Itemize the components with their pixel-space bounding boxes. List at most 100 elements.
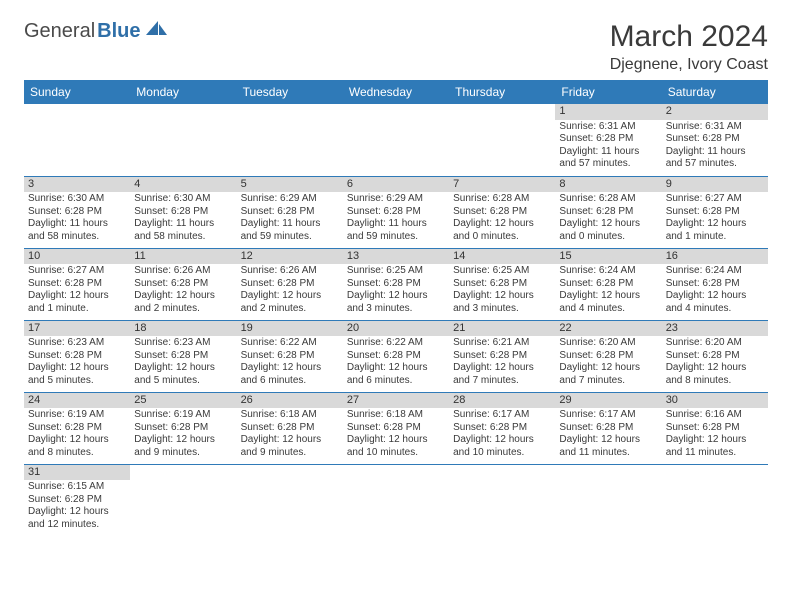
day-number: 17 xyxy=(24,321,130,337)
weekday-header: Thursday xyxy=(449,80,555,104)
day-daylight: Daylight: 11 hours and 59 minutes. xyxy=(347,218,445,243)
calendar-day-cell: 3Sunrise: 6:30 AMSunset: 6:28 PMDaylight… xyxy=(24,176,130,248)
day-sunrise: Sunrise: 6:15 AM xyxy=(28,481,126,494)
calendar-day-cell: 1Sunrise: 6:31 AMSunset: 6:28 PMDaylight… xyxy=(555,104,661,176)
day-sunrise: Sunrise: 6:21 AM xyxy=(453,337,551,350)
day-sunset: Sunset: 6:28 PM xyxy=(559,422,657,435)
day-number xyxy=(449,104,555,120)
day-daylight: Daylight: 12 hours and 10 minutes. xyxy=(453,434,551,459)
day-sunset: Sunset: 6:28 PM xyxy=(347,206,445,219)
brand-part1: General xyxy=(24,20,95,43)
day-daylight: Daylight: 12 hours and 7 minutes. xyxy=(453,362,551,387)
day-number: 2 xyxy=(662,104,768,120)
day-content xyxy=(237,480,343,484)
calendar-day-cell: 19Sunrise: 6:22 AMSunset: 6:28 PMDayligh… xyxy=(237,320,343,392)
calendar-day-cell: 13Sunrise: 6:25 AMSunset: 6:28 PMDayligh… xyxy=(343,248,449,320)
day-sunset: Sunset: 6:28 PM xyxy=(134,278,232,291)
day-sunrise: Sunrise: 6:29 AM xyxy=(347,193,445,206)
day-sunset: Sunset: 6:28 PM xyxy=(347,278,445,291)
day-sunset: Sunset: 6:28 PM xyxy=(559,206,657,219)
calendar-page: GeneralBlue March 2024 Djegnene, Ivory C… xyxy=(0,0,792,556)
day-sunrise: Sunrise: 6:19 AM xyxy=(28,409,126,422)
day-daylight: Daylight: 12 hours and 0 minutes. xyxy=(453,218,551,243)
day-sunset: Sunset: 6:28 PM xyxy=(666,206,764,219)
day-content: Sunrise: 6:28 AMSunset: 6:28 PMDaylight:… xyxy=(449,192,555,246)
calendar-day-cell: 8Sunrise: 6:28 AMSunset: 6:28 PMDaylight… xyxy=(555,176,661,248)
day-sunrise: Sunrise: 6:18 AM xyxy=(241,409,339,422)
day-number xyxy=(449,465,555,481)
day-number: 24 xyxy=(24,393,130,409)
day-number: 20 xyxy=(343,321,449,337)
day-content xyxy=(449,480,555,484)
day-number: 8 xyxy=(555,177,661,193)
day-content: Sunrise: 6:21 AMSunset: 6:28 PMDaylight:… xyxy=(449,336,555,390)
day-daylight: Daylight: 12 hours and 6 minutes. xyxy=(347,362,445,387)
day-daylight: Daylight: 12 hours and 9 minutes. xyxy=(134,434,232,459)
day-daylight: Daylight: 11 hours and 57 minutes. xyxy=(559,146,657,171)
day-sunset: Sunset: 6:28 PM xyxy=(28,422,126,435)
calendar-day-cell: 31Sunrise: 6:15 AMSunset: 6:28 PMDayligh… xyxy=(24,464,130,536)
calendar-day-cell xyxy=(662,464,768,536)
day-daylight: Daylight: 12 hours and 3 minutes. xyxy=(347,290,445,315)
day-number: 30 xyxy=(662,393,768,409)
calendar-day-cell xyxy=(449,464,555,536)
day-content: Sunrise: 6:28 AMSunset: 6:28 PMDaylight:… xyxy=(555,192,661,246)
day-number: 5 xyxy=(237,177,343,193)
day-number: 21 xyxy=(449,321,555,337)
day-content xyxy=(343,120,449,124)
day-sunrise: Sunrise: 6:31 AM xyxy=(666,121,764,134)
day-content xyxy=(237,120,343,124)
day-sunset: Sunset: 6:28 PM xyxy=(28,206,126,219)
day-daylight: Daylight: 12 hours and 3 minutes. xyxy=(453,290,551,315)
title-block: March 2024 Djegnene, Ivory Coast xyxy=(610,20,768,74)
day-content: Sunrise: 6:20 AMSunset: 6:28 PMDaylight:… xyxy=(662,336,768,390)
calendar-day-cell: 24Sunrise: 6:19 AMSunset: 6:28 PMDayligh… xyxy=(24,392,130,464)
calendar-day-cell: 6Sunrise: 6:29 AMSunset: 6:28 PMDaylight… xyxy=(343,176,449,248)
day-number: 4 xyxy=(130,177,236,193)
calendar-day-cell: 20Sunrise: 6:22 AMSunset: 6:28 PMDayligh… xyxy=(343,320,449,392)
day-daylight: Daylight: 12 hours and 11 minutes. xyxy=(559,434,657,459)
day-content: Sunrise: 6:24 AMSunset: 6:28 PMDaylight:… xyxy=(662,264,768,318)
day-content: Sunrise: 6:31 AMSunset: 6:28 PMDaylight:… xyxy=(555,120,661,174)
calendar-table: Sunday Monday Tuesday Wednesday Thursday… xyxy=(24,80,768,536)
calendar-week-row: 24Sunrise: 6:19 AMSunset: 6:28 PMDayligh… xyxy=(24,392,768,464)
day-content: Sunrise: 6:17 AMSunset: 6:28 PMDaylight:… xyxy=(555,408,661,462)
day-number xyxy=(130,104,236,120)
calendar-day-cell xyxy=(237,104,343,176)
day-sunrise: Sunrise: 6:30 AM xyxy=(134,193,232,206)
day-content: Sunrise: 6:19 AMSunset: 6:28 PMDaylight:… xyxy=(130,408,236,462)
day-content xyxy=(662,480,768,484)
weekday-header-row: Sunday Monday Tuesday Wednesday Thursday… xyxy=(24,80,768,104)
day-sunset: Sunset: 6:28 PM xyxy=(134,422,232,435)
day-content xyxy=(449,120,555,124)
calendar-day-cell: 2Sunrise: 6:31 AMSunset: 6:28 PMDaylight… xyxy=(662,104,768,176)
page-header: GeneralBlue March 2024 Djegnene, Ivory C… xyxy=(24,20,768,74)
brand-part2: Blue xyxy=(97,20,140,43)
day-daylight: Daylight: 12 hours and 9 minutes. xyxy=(241,434,339,459)
day-sunrise: Sunrise: 6:26 AM xyxy=(134,265,232,278)
day-daylight: Daylight: 12 hours and 8 minutes. xyxy=(28,434,126,459)
day-content: Sunrise: 6:26 AMSunset: 6:28 PMDaylight:… xyxy=(130,264,236,318)
day-number xyxy=(237,104,343,120)
day-sunrise: Sunrise: 6:25 AM xyxy=(453,265,551,278)
page-title: March 2024 xyxy=(610,20,768,54)
calendar-day-cell: 17Sunrise: 6:23 AMSunset: 6:28 PMDayligh… xyxy=(24,320,130,392)
day-content: Sunrise: 6:23 AMSunset: 6:28 PMDaylight:… xyxy=(24,336,130,390)
day-content xyxy=(555,480,661,484)
day-content: Sunrise: 6:18 AMSunset: 6:28 PMDaylight:… xyxy=(237,408,343,462)
day-daylight: Daylight: 11 hours and 57 minutes. xyxy=(666,146,764,171)
day-number: 14 xyxy=(449,249,555,265)
day-sunrise: Sunrise: 6:17 AM xyxy=(453,409,551,422)
day-content: Sunrise: 6:30 AMSunset: 6:28 PMDaylight:… xyxy=(130,192,236,246)
day-content xyxy=(130,120,236,124)
calendar-day-cell: 10Sunrise: 6:27 AMSunset: 6:28 PMDayligh… xyxy=(24,248,130,320)
day-sunset: Sunset: 6:28 PM xyxy=(241,278,339,291)
day-number: 22 xyxy=(555,321,661,337)
day-sunrise: Sunrise: 6:17 AM xyxy=(559,409,657,422)
calendar-day-cell xyxy=(343,464,449,536)
day-number: 31 xyxy=(24,465,130,481)
calendar-day-cell xyxy=(130,464,236,536)
day-sunset: Sunset: 6:28 PM xyxy=(28,494,126,507)
calendar-week-row: 1Sunrise: 6:31 AMSunset: 6:28 PMDaylight… xyxy=(24,104,768,176)
day-sunrise: Sunrise: 6:25 AM xyxy=(347,265,445,278)
